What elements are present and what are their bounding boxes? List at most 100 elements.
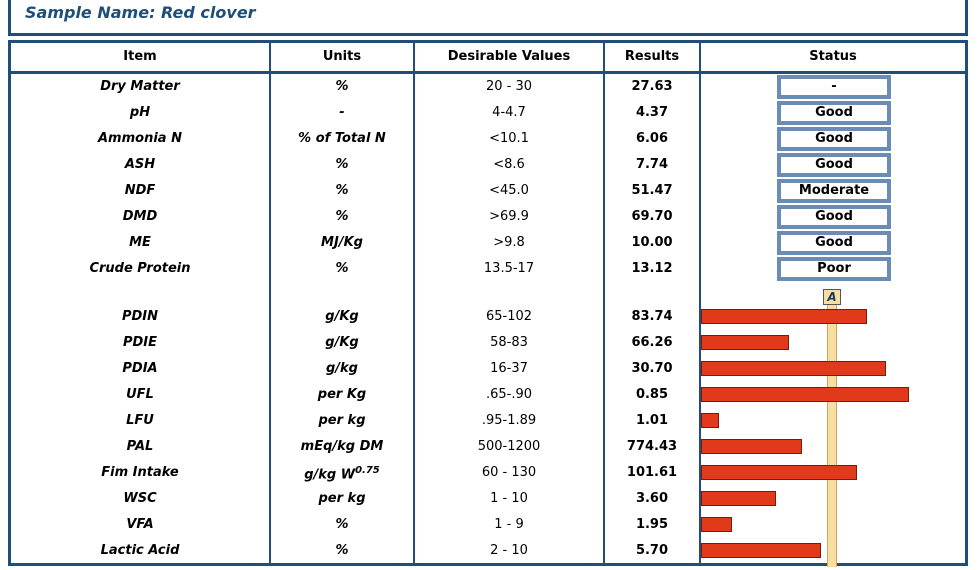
row-item: WSC xyxy=(123,491,157,506)
row-units: per kg xyxy=(318,491,366,506)
row-result: 1.01 xyxy=(635,413,669,428)
row-result: 30.70 xyxy=(631,361,673,376)
target-range-band xyxy=(827,293,837,567)
row-result: 3.60 xyxy=(635,491,669,506)
result-bar xyxy=(701,543,821,558)
table-row: UFL per Kg .65-.90 0.85 xyxy=(11,382,965,408)
row-item: PDIE xyxy=(122,335,158,350)
sample-name-box: Sample Name: Red clover xyxy=(8,0,968,36)
row-item: UFL xyxy=(126,387,154,402)
row-item: PDIA xyxy=(122,361,158,376)
header-desirable-values: Desirable Values xyxy=(447,49,571,64)
status-bar-chart: A xyxy=(701,287,965,569)
row-desirable-value: 60 - 130 xyxy=(481,465,537,480)
header-status: Status xyxy=(809,49,857,64)
row-units: - xyxy=(339,105,345,120)
status-badge: Good xyxy=(777,231,891,255)
column-divider xyxy=(699,43,701,563)
row-result: 6.06 xyxy=(635,131,669,146)
row-result: 51.47 xyxy=(631,183,673,198)
table-row: DMD% >69.9 69.70 Good xyxy=(11,204,965,230)
row-units: g/kg xyxy=(325,361,358,376)
table-row: Dry Matter% 20 - 30 27.63 - xyxy=(11,74,965,100)
status-badge: Poor xyxy=(777,257,891,281)
row-item: PAL xyxy=(126,439,154,454)
row-item: ME xyxy=(129,235,151,250)
result-bar xyxy=(701,387,909,402)
table-row: ME MJ/Kg >9.8 10.00 Good xyxy=(11,230,965,256)
table-row: LFU per kg .95-1.89 1.01 xyxy=(11,408,965,434)
row-desirable-value: 1 - 9 xyxy=(494,517,524,532)
header-results: Results xyxy=(624,49,680,64)
result-bar xyxy=(701,517,732,532)
row-units: % xyxy=(335,157,349,172)
row-item: Ammonia N xyxy=(98,131,182,146)
table-row: VFA% 1 - 9 1.95 xyxy=(11,512,965,538)
row-desirable-value: <10.1 xyxy=(489,131,529,146)
row-result: 27.63 xyxy=(631,79,673,94)
row-desirable-value: 500-1200 xyxy=(477,439,541,454)
row-item: pH xyxy=(129,105,151,120)
row-units: per kg xyxy=(318,413,366,428)
row-item: VFA xyxy=(126,517,154,532)
status-badge: Moderate xyxy=(777,179,891,203)
status-badge: Good xyxy=(777,127,891,151)
row-desirable-value: 2 - 10 xyxy=(490,543,528,558)
sample-name-title: Sample Name: Red clover xyxy=(25,3,256,22)
status-badge: Good xyxy=(777,153,891,177)
row-units: g/Kg xyxy=(325,335,359,350)
row-units: % xyxy=(335,209,349,224)
row-result: 101.61 xyxy=(626,465,678,480)
row-desirable-value: >69.9 xyxy=(489,209,529,224)
status-badge: - xyxy=(777,75,891,99)
result-bar xyxy=(701,361,886,376)
result-bar xyxy=(701,335,789,350)
result-bar xyxy=(701,439,802,454)
row-units: g/kg W0.75 xyxy=(271,465,413,482)
row-units: mEq/kg DM xyxy=(300,439,384,454)
row-units-exponent: 0.75 xyxy=(355,465,380,476)
report-table: Item Units Desirable Values Results Stat… xyxy=(8,40,968,569)
header-item: Item xyxy=(123,49,157,64)
row-result: 7.74 xyxy=(635,157,669,172)
row-result: 10.00 xyxy=(631,235,673,250)
row-result: 774.43 xyxy=(626,439,678,454)
row-item: Lactic Acid xyxy=(100,543,180,558)
row-item: Dry Matter xyxy=(100,79,180,94)
row-units: % xyxy=(335,261,349,276)
row-units: per Kg xyxy=(317,387,367,402)
row-result: 69.70 xyxy=(631,209,673,224)
row-item: ASH xyxy=(124,157,156,172)
row-units-base: g/kg W xyxy=(304,467,356,483)
row-desirable-value: 58-83 xyxy=(490,335,528,350)
table-row: PDIN g/Kg 65-102 83.74 xyxy=(11,304,965,330)
target-range-label: A xyxy=(823,289,841,305)
table-row: Ammonia N % of Total N <10.1 6.06 Good xyxy=(11,126,965,152)
row-units: % xyxy=(335,79,349,94)
row-item: Crude Protein xyxy=(89,261,191,276)
column-divider xyxy=(269,43,271,563)
row-result: 66.26 xyxy=(631,335,673,350)
row-units: MJ/Kg xyxy=(321,235,363,250)
row-result: 1.95 xyxy=(635,517,669,532)
table-row: Lactic Acid% 2 - 10 5.70 xyxy=(11,538,965,564)
table-row: NDF% <45.0 51.47 Moderate xyxy=(11,178,965,204)
row-item: PDIN xyxy=(121,309,159,324)
row-units: % xyxy=(335,517,349,532)
column-divider xyxy=(603,43,605,563)
table-row: WSC per kg 1 - 10 3.60 xyxy=(11,486,965,512)
table-row: PAL mEq/kg DM 500-1200 774.43 xyxy=(11,434,965,460)
row-units: % xyxy=(335,183,349,198)
row-desirable-value: 13.5-17 xyxy=(483,261,535,276)
row-desirable-value: 16-37 xyxy=(490,361,528,376)
row-result: 5.70 xyxy=(635,543,669,558)
row-units: % of Total N xyxy=(298,131,386,146)
result-bar xyxy=(701,491,776,506)
row-desirable-value: 65-102 xyxy=(485,309,533,324)
result-bar xyxy=(701,413,719,428)
status-badge: Good xyxy=(777,205,891,229)
row-item: LFU xyxy=(126,413,154,428)
row-result: 13.12 xyxy=(631,261,673,276)
table-row: pH - 4-4.7 4.37 Good xyxy=(11,100,965,126)
row-units: % xyxy=(335,543,349,558)
